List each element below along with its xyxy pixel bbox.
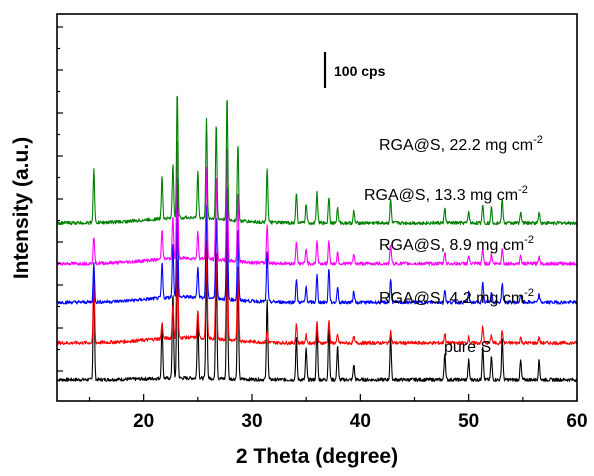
scale-bar: 100 cps — [323, 52, 386, 88]
x-axis-title: 2 Theta (degree) — [236, 445, 398, 468]
series-traces — [56, 95, 578, 382]
x-tick-label: 40 — [350, 411, 371, 432]
series-line-0 — [56, 259, 578, 382]
series-labels: pure S RGA@S, 4.2 mg cm-2 RGA@S, 8.9 mg cm… — [364, 134, 543, 356]
series-line-2 — [56, 177, 578, 305]
series-label-3: RGA@S, 13.3 mg cm-2 — [364, 184, 528, 204]
x-tick-label: 30 — [241, 411, 262, 432]
series-label-0: pure S — [444, 339, 491, 356]
series-label-1: RGA@S, 4.2 mg cm-2 — [379, 287, 534, 307]
y-axis-title: Intensity (a.u.) — [10, 137, 33, 279]
series-label-4: RGA@S, 22.2 mg cm-2 — [379, 134, 543, 154]
x-tick-label: 20 — [133, 411, 154, 432]
series-line-1 — [56, 218, 578, 346]
plot-frame — [56, 13, 578, 402]
series-line-4 — [56, 95, 578, 226]
series-line-3 — [56, 141, 578, 266]
x-tick-label: 60 — [566, 411, 587, 432]
series-label-2: RGA@S, 8.9 mg cm-2 — [379, 234, 534, 254]
scale-bar-label: 100 cps — [334, 63, 386, 79]
x-tick-label: 50 — [458, 411, 479, 432]
axis-ticks: 20 30 40 50 60 — [57, 26, 588, 432]
